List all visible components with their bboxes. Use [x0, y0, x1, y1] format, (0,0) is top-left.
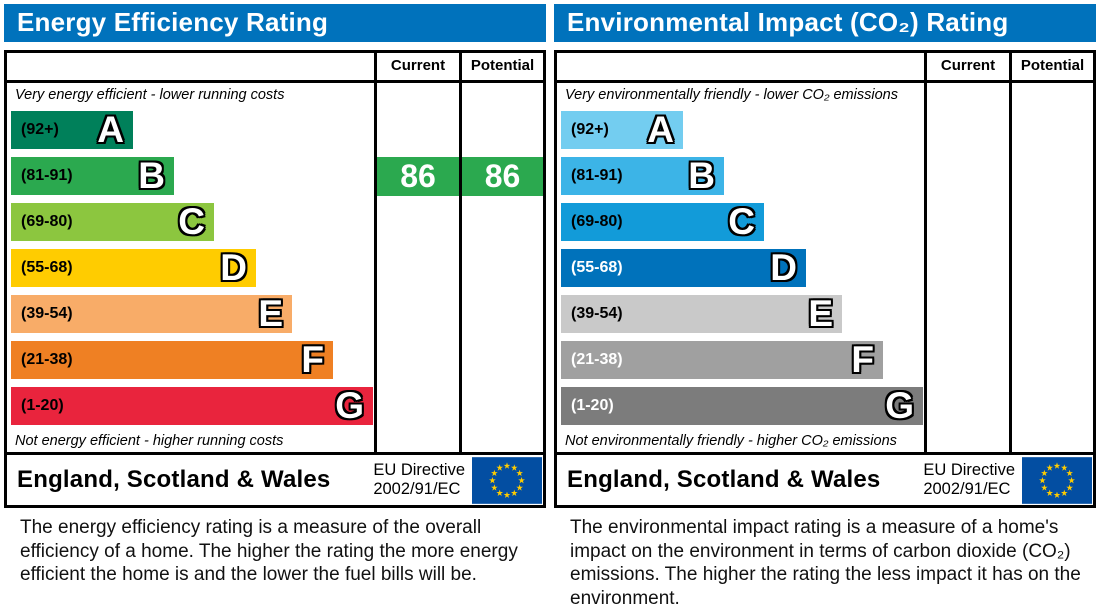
band-range-label: (1-20)	[571, 397, 614, 414]
band-range-label: (81-91)	[571, 167, 623, 184]
band-bar-f: (21-38) F	[561, 341, 883, 379]
potential-score: 86	[462, 157, 543, 196]
band-row-b: (81-91) B	[557, 153, 1093, 199]
band-bar-a: (92+) A	[561, 111, 683, 149]
potential-column-header: Potential	[459, 53, 543, 80]
region-footer: England, Scotland & Wales EU Directive 2…	[554, 455, 1096, 508]
band-row-d: (55-68) D	[557, 245, 1093, 291]
band-bar-e: (39-54) E	[561, 295, 842, 333]
band-bar-c: (69-80) C	[11, 203, 214, 241]
region-footer: England, Scotland & Wales EU Directive 2…	[4, 455, 546, 508]
band-row-e: (39-54) E	[557, 291, 1093, 337]
current-score: 86	[377, 157, 459, 196]
energy-efficiency-description: The energy efficiency rating is a measur…	[20, 517, 518, 585]
band-range-label: (92+)	[21, 121, 59, 138]
region-label: England, Scotland & Wales	[567, 466, 881, 493]
eu-directive-line2: 2002/91/EC	[923, 480, 1011, 498]
environmental-impact-description: The environmental impact rating is a mea…	[570, 517, 1081, 609]
eu-directive-label: EU Directive 2002/91/EC	[923, 461, 1022, 498]
band-range-label: (81-91)	[21, 167, 73, 184]
band-row-a: (92+) A	[7, 107, 543, 153]
band-row-g: (1-20) G	[557, 383, 1093, 429]
band-letter: E	[808, 293, 833, 334]
band-letter: A	[97, 109, 124, 150]
band-range-label: (21-38)	[21, 351, 73, 368]
column-header-row: Current Potential	[7, 53, 543, 83]
eu-flag-icon	[1022, 456, 1092, 504]
bottom-note: Not environmentally friendly - higher CO…	[565, 432, 897, 449]
band-bar-g: (1-20) G	[561, 387, 923, 425]
band-letter: D	[770, 247, 797, 288]
eu-directive-line1: EU Directive	[373, 461, 465, 480]
chart-body: Very environmentally friendly - lower CO…	[557, 83, 1093, 452]
band-range-label: (55-68)	[571, 259, 623, 276]
band-range-label: (92+)	[571, 121, 609, 138]
header-spacer	[7, 53, 374, 80]
band-bar-b: (81-91) B	[11, 157, 174, 195]
top-note: Very environmentally friendly - lower CO…	[565, 87, 898, 103]
bottom-note: Not energy efficient - higher running co…	[15, 432, 284, 449]
energy-efficiency-title: Energy Efficiency Rating	[4, 4, 546, 42]
column-divider	[924, 83, 927, 452]
column-divider	[1009, 83, 1012, 452]
band-range-label: (1-20)	[21, 397, 64, 414]
potential-column-header: Potential	[1009, 53, 1093, 80]
eu-flag-icon	[472, 456, 542, 504]
band-letter: C	[728, 201, 755, 242]
header-spacer	[557, 53, 924, 80]
eu-directive-line1: EU Directive	[923, 461, 1015, 480]
band-row-e: (39-54) E	[7, 291, 543, 337]
band-bar-a: (92+) A	[11, 111, 133, 149]
band-letter: G	[335, 385, 364, 426]
band-range-label: (39-54)	[21, 305, 73, 322]
column-divider	[374, 83, 377, 452]
band-letter: G	[885, 385, 914, 426]
band-row-f: (21-38) F	[7, 337, 543, 383]
energy-efficiency-chart: Current Potential Very energy efficient …	[4, 50, 546, 455]
band-letter: F	[851, 339, 874, 380]
column-header-row: Current Potential	[557, 53, 1093, 83]
top-note: Very energy efficient - lower running co…	[15, 87, 285, 103]
band-row-g: (1-20) G	[7, 383, 543, 429]
band-letter: B	[138, 155, 165, 196]
band-bar-d: (55-68) D	[561, 249, 806, 287]
band-letter: B	[688, 155, 715, 196]
current-column-header: Current	[924, 53, 1009, 80]
band-row-a: (92+) A	[557, 107, 1093, 153]
band-row-c: (69-80) C	[557, 199, 1093, 245]
band-bar-d: (55-68) D	[11, 249, 256, 287]
band-bar-f: (21-38) F	[11, 341, 333, 379]
band-bar-g: (1-20) G	[11, 387, 373, 425]
band-letter: E	[258, 293, 283, 334]
band-bar-e: (39-54) E	[11, 295, 292, 333]
band-bar-c: (69-80) C	[561, 203, 764, 241]
column-divider	[459, 83, 462, 452]
eu-directive-line2: 2002/91/EC	[373, 480, 461, 498]
band-range-label: (21-38)	[571, 351, 623, 368]
band-row-b: (81-91) B	[7, 153, 543, 199]
band-letter: F	[301, 339, 324, 380]
band-row-f: (21-38) F	[557, 337, 1093, 383]
band-row-c: (69-80) C	[7, 199, 543, 245]
energy-efficiency-panel: Energy Efficiency Rating Current Potenti…	[4, 4, 546, 610]
environmental-impact-title: Environmental Impact (CO₂) Rating	[554, 4, 1096, 42]
band-range-label: (55-68)	[21, 259, 73, 276]
eu-directive-label: EU Directive 2002/91/EC	[373, 461, 472, 498]
band-row-d: (55-68) D	[7, 245, 543, 291]
band-bar-b: (81-91) B	[561, 157, 724, 195]
chart-body: Very energy efficient - lower running co…	[7, 83, 543, 452]
band-letter: A	[647, 109, 674, 150]
band-range-label: (69-80)	[21, 213, 73, 230]
band-range-label: (39-54)	[571, 305, 623, 322]
current-column-header: Current	[374, 53, 459, 80]
band-letter: D	[220, 247, 247, 288]
band-letter: C	[178, 201, 205, 242]
band-range-label: (69-80)	[571, 213, 623, 230]
region-label: England, Scotland & Wales	[17, 466, 331, 493]
environmental-impact-chart: Current Potential Very environmentally f…	[554, 50, 1096, 455]
environmental-impact-panel: Environmental Impact (CO₂) Rating Curren…	[554, 4, 1096, 610]
